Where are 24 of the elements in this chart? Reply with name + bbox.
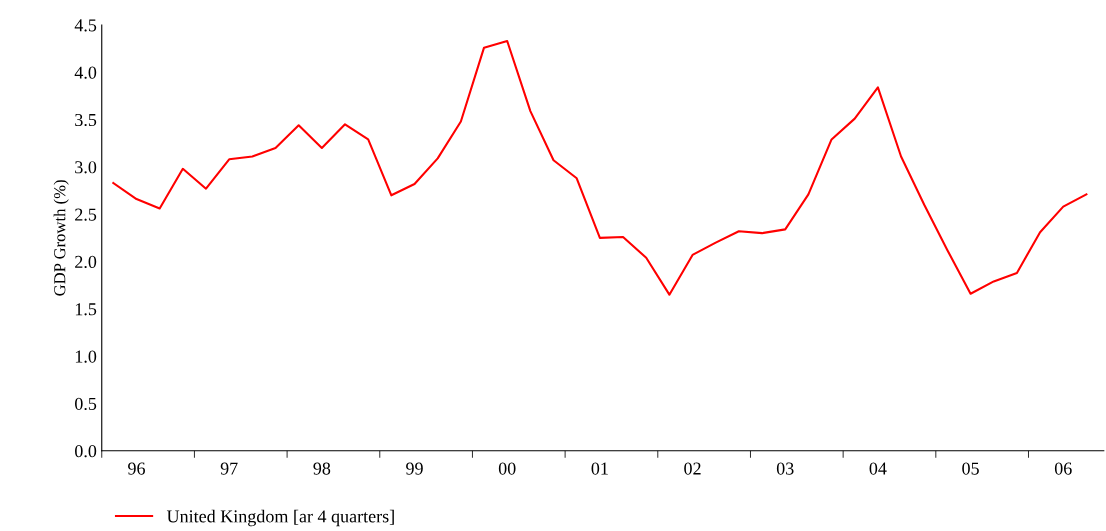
x-tick-label: 98 (313, 462, 331, 475)
line-series (112, 40, 1088, 296)
y-tick-label: 1.5 (75, 303, 97, 316)
x-tick-label: 96 (128, 462, 145, 475)
x-tick-label: 04 (869, 462, 887, 475)
x-tick-label: 97 (220, 462, 238, 475)
y-tick-label: 3.0 (75, 161, 97, 174)
x-tick-label: 01 (591, 462, 608, 475)
x-tick-label: 99 (406, 462, 423, 475)
legend-label: United Kingdom [ar 4 quarters] (166, 509, 394, 527)
x-tick-label: 05 (962, 462, 979, 475)
x-tick-label: 06 (1054, 462, 1072, 475)
x-tick-label: 03 (776, 462, 794, 475)
y-tick-label: 0.0 (75, 445, 97, 458)
y-tick-label: 4.0 (74, 66, 97, 79)
y-axis-title: GDP Growth (%) (53, 180, 69, 296)
y-tick-label: 3.5 (75, 113, 97, 127)
x-tick-label: 02 (684, 462, 701, 475)
y-tick-label: 4.5 (74, 19, 97, 32)
y-tick-label: 2.5 (75, 208, 97, 221)
y-tick-label: 1.0 (75, 350, 97, 363)
y-tick-label: 2.0 (75, 255, 97, 269)
x-tick-label: 00 (498, 462, 516, 475)
y-tick-label: 0.5 (75, 397, 97, 411)
